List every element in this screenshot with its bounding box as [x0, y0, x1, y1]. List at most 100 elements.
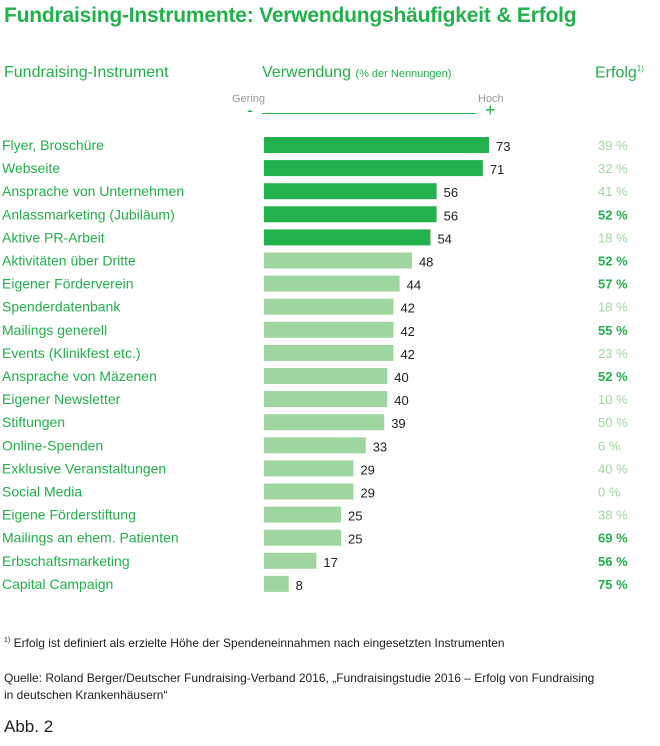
- usage-value-label: 40: [394, 370, 408, 385]
- category-label: Spenderdatenbank: [2, 299, 121, 315]
- usage-bar: [264, 575, 289, 592]
- success-value-label: 18 %: [598, 230, 628, 245]
- category-label: Eigener Newsletter: [2, 391, 121, 407]
- category-label: Erbschaftsmarketing: [2, 553, 130, 569]
- usage-bar: [264, 460, 354, 477]
- footnote: 1) Erfolg ist definiert als erzielte Höh…: [4, 636, 505, 650]
- figure-label: Abb. 2: [4, 717, 54, 736]
- success-value-label: 52 %: [598, 369, 628, 384]
- category-label: Eigener Förderverein: [2, 276, 134, 292]
- success-value-label: 57 %: [598, 277, 628, 292]
- source-line-2: in deutschen Krankenhäusern“: [4, 688, 168, 702]
- success-value-label: 23 %: [598, 346, 628, 361]
- scale-minus-sign: -: [247, 100, 253, 120]
- usage-value-label: 56: [444, 185, 458, 200]
- usage-header: Verwendung (% der Nennungen): [262, 64, 451, 82]
- usage-bar: [264, 483, 354, 500]
- category-label: Social Media: [2, 484, 82, 500]
- usage-value-label: 42: [400, 301, 414, 316]
- scale-line: [262, 113, 476, 114]
- scale-low-label: Gering: [232, 93, 266, 105]
- usage-value-label: 44: [407, 278, 421, 293]
- success-footnote-mark: 1): [636, 64, 644, 73]
- usage-value-label: 42: [400, 324, 414, 339]
- category-label: Events (Klinikfest etc.): [2, 345, 141, 361]
- usage-bar: [264, 391, 388, 408]
- category-label: Mailings an ehem. Patienten: [2, 530, 179, 546]
- success-value-label: 6 %: [598, 438, 621, 453]
- success-value-label: 75 %: [598, 577, 628, 592]
- success-value-label: 69 %: [598, 531, 628, 546]
- category-label: Online-Spenden: [2, 437, 103, 453]
- footnote-mark: 1): [4, 637, 11, 644]
- success-value-label: 18 %: [598, 300, 628, 315]
- chart-title: Fundraising-Instrumente: Verwendungshäuf…: [4, 4, 577, 27]
- category-label: Anlassmarketing (Jubiläum): [2, 206, 175, 222]
- usage-header-unit: (% der Nennungen): [355, 68, 452, 80]
- success-header: Erfolg1): [595, 64, 644, 82]
- usage-bar: [264, 437, 366, 454]
- scale-high-label: Hoch: [478, 93, 504, 105]
- usage-bar: [264, 229, 431, 246]
- success-value-label: 52 %: [598, 254, 628, 269]
- usage-value-label: 48: [419, 255, 433, 270]
- usage-value-label: 40: [394, 393, 408, 408]
- usage-bar: [264, 368, 388, 384]
- usage-value-label: 54: [437, 231, 451, 246]
- success-value-label: 39 %: [598, 138, 628, 153]
- usage-bar: [264, 344, 394, 361]
- success-value-label: 41 %: [598, 184, 628, 199]
- usage-bar: [264, 137, 489, 153]
- success-value-label: 50 %: [598, 415, 628, 430]
- success-value-label: 56 %: [598, 554, 628, 569]
- usage-value-label: 39: [391, 416, 405, 431]
- usage-value-label: 25: [348, 532, 362, 547]
- success-value-label: 10 %: [598, 392, 628, 407]
- category-label: Exklusive Veranstaltungen: [2, 460, 166, 476]
- usage-bar: [264, 321, 394, 338]
- category-label: Ansprache von Mäzenen: [2, 368, 157, 384]
- category-label: Capital Campaign: [2, 576, 113, 592]
- usage-bar: [264, 414, 385, 431]
- usage-bar: [264, 506, 342, 523]
- category-label: Mailings generell: [2, 322, 107, 338]
- usage-value-label: 73: [496, 139, 510, 154]
- usage-header-label: Verwendung: [262, 64, 351, 81]
- source-line-1: Quelle: Roland Berger/Deutscher Fundrais…: [4, 671, 595, 685]
- success-value-label: 55 %: [598, 323, 628, 338]
- usage-value-label: 56: [444, 208, 458, 223]
- usage-value-label: 25: [348, 509, 362, 524]
- usage-value-label: 29: [360, 486, 374, 501]
- category-label: Flyer, Broschüre: [2, 137, 104, 153]
- category-label: Ansprache von Unternehmen: [2, 183, 184, 199]
- usage-bar: [264, 206, 437, 223]
- scale-plus-sign: +: [485, 100, 496, 120]
- success-value-label: 38 %: [598, 508, 628, 523]
- category-label: Stiftungen: [2, 414, 65, 430]
- usage-bar: [264, 252, 412, 269]
- usage-value-label: 33: [373, 439, 387, 454]
- usage-value-label: 71: [490, 162, 504, 177]
- usage-bar: [264, 529, 342, 546]
- category-label: Aktivitäten über Dritte: [2, 253, 136, 269]
- usage-bar-chart: Flyer, Broschüre 73 39 % Webseite 71 32 % Ansp…: [2, 137, 628, 593]
- usage-value-label: 42: [400, 347, 414, 362]
- usage-bar: [264, 552, 317, 569]
- category-label: Aktive PR-Arbeit: [2, 229, 105, 245]
- success-value-label: 32 %: [598, 161, 628, 176]
- usage-value-label: 29: [360, 462, 374, 477]
- category-label: Eigene Förderstiftung: [2, 507, 136, 523]
- usage-bar: [264, 160, 483, 177]
- success-value-label: 52 %: [598, 207, 628, 222]
- usage-bar: [264, 275, 400, 292]
- category-label: Webseite: [2, 160, 60, 176]
- success-value-label: 0 %: [598, 485, 621, 500]
- usage-bar: [264, 183, 437, 200]
- usage-bar: [264, 298, 394, 315]
- success-value-label: 40 %: [598, 461, 628, 476]
- success-header-label: Erfolg: [595, 64, 637, 82]
- usage-value-label: 8: [296, 578, 303, 593]
- instrument-header: Fundraising-Instrument: [4, 64, 169, 81]
- usage-value-label: 17: [323, 555, 337, 570]
- footnote-text: Erfolg ist definiert als erzielte Höhe d…: [13, 636, 505, 650]
